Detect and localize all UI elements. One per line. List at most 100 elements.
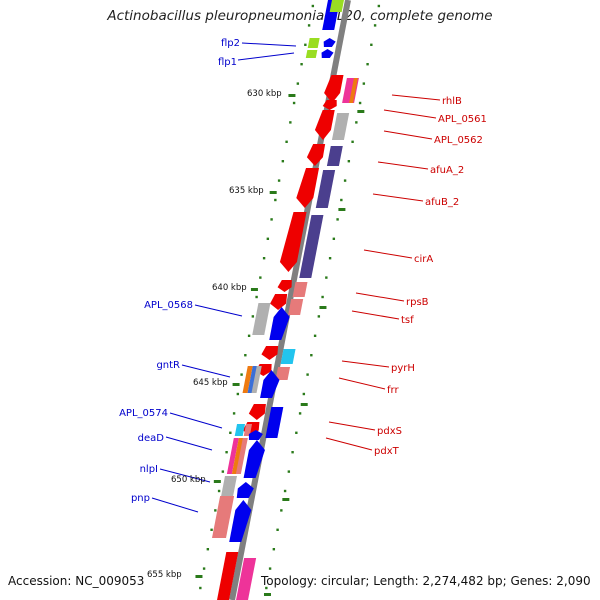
left-tick-track xyxy=(270,218,273,221)
right-tick-track xyxy=(280,509,283,512)
accession-text: Accession: NC_009053 xyxy=(8,574,145,588)
left-tick-track xyxy=(214,509,217,512)
conn-afub-2 xyxy=(372,193,424,202)
gene-afub-2-a xyxy=(296,168,320,208)
gene-label-apl-0562: APL_0562 xyxy=(434,135,483,146)
gene-cira-purple xyxy=(299,215,324,278)
right-tick-track xyxy=(291,451,294,454)
right-tick-track xyxy=(321,295,324,299)
tick-r6 xyxy=(263,593,271,596)
left-tick-track xyxy=(244,354,247,357)
left-tick-track xyxy=(206,548,210,551)
left-tick-track xyxy=(240,373,243,376)
left-tick-track xyxy=(247,334,251,337)
right-tick-track xyxy=(313,334,317,337)
right-tick-track xyxy=(317,315,321,318)
left-tick-track xyxy=(289,121,292,124)
left-tick-track xyxy=(221,470,225,473)
gene-flp2 xyxy=(307,38,320,48)
right-tick-track xyxy=(302,392,306,396)
gene-label-afub-2: afuB_2 xyxy=(425,197,459,208)
conn-pnp xyxy=(151,497,199,513)
gene-top-green xyxy=(329,0,344,12)
gene-label-cira: cirA xyxy=(414,254,433,265)
right-tick-track xyxy=(298,412,302,415)
scale-label-650: 650 kbp xyxy=(171,475,206,485)
gene-label-pdxs: pdxS xyxy=(377,426,402,437)
scale-label-645: 645 kbp xyxy=(193,378,228,388)
tick-650 xyxy=(213,480,221,483)
gene-apl-0562-grey xyxy=(331,113,350,140)
right-tick-track xyxy=(283,489,287,493)
gene-pdxs-red xyxy=(248,404,266,420)
gene-rhlb xyxy=(324,75,344,103)
gene-label-afua-2: afuA_2 xyxy=(430,165,464,176)
right-tick-track xyxy=(366,63,369,66)
gene-label-apl-0574: APL_0574 xyxy=(119,408,168,419)
gene-apl-0568 xyxy=(269,307,290,340)
tick-630 xyxy=(288,94,296,97)
left-tick-track xyxy=(255,295,258,299)
gene-rpsb xyxy=(292,282,308,297)
right-tick-track xyxy=(373,24,377,27)
gene-dead-pink xyxy=(235,438,248,474)
conn-flp2 xyxy=(241,42,297,47)
right-tick-track xyxy=(377,4,381,8)
gene-label-flp2: flp2 xyxy=(221,38,240,49)
gene-apl-0574 xyxy=(234,424,246,436)
gene-pnp xyxy=(229,500,252,542)
right-tick-track xyxy=(272,548,276,551)
genome-summary-text: Topology: circular; Length: 2,274,482 bp… xyxy=(261,574,591,588)
left-tick-track xyxy=(259,276,262,279)
right-tick-track xyxy=(358,101,362,105)
right-tick-track xyxy=(351,140,354,143)
conn-frr xyxy=(338,377,386,390)
left-tick-track xyxy=(251,315,255,318)
right-tick-track xyxy=(287,470,291,473)
gene-gntr-blue xyxy=(247,366,258,393)
right-tick-track xyxy=(347,160,351,163)
gene-label-apl-0561: APL_0561 xyxy=(438,114,487,125)
gene-frr xyxy=(275,367,291,380)
conn-apl-0574 xyxy=(169,412,223,429)
gene-label-pyrh: pyrH xyxy=(391,363,415,374)
gene-pyrh-red xyxy=(261,346,279,360)
gene-dead-orange xyxy=(231,438,244,474)
right-tick-track xyxy=(295,431,298,434)
gene-apl-0562 xyxy=(314,110,335,140)
left-tick-track xyxy=(217,489,221,493)
right-tick-track xyxy=(328,257,332,260)
gene-rpsb-red xyxy=(277,280,292,292)
gene-afua-2 xyxy=(326,146,343,166)
conn-pdxt xyxy=(325,437,373,451)
scale-label-630: 630 kbp xyxy=(247,89,282,99)
left-tick-track xyxy=(277,179,281,182)
gene-nlpi-grey xyxy=(220,476,237,498)
right-tick-track xyxy=(265,586,268,590)
conn-afua-2 xyxy=(377,161,429,170)
scale-label-635: 635 kbp xyxy=(229,186,264,196)
conn-pyrh xyxy=(341,360,390,368)
map-title: Actinobacillus pleuropneumoniae L20, com… xyxy=(107,8,493,24)
gene-gntr-grey xyxy=(251,366,262,393)
gene-label-rhlb: rhlB xyxy=(442,96,462,107)
conn-apl-0562 xyxy=(383,130,433,140)
gene-label-flp1: flp1 xyxy=(218,57,237,68)
gene-dead-magenta xyxy=(226,438,239,474)
gene-dead xyxy=(243,440,265,478)
gene-features xyxy=(212,0,359,600)
right-tick-track xyxy=(355,121,358,124)
gene-label-dead: deaD xyxy=(138,433,165,444)
left-tick-track xyxy=(304,43,307,46)
scale-label-640: 640 kbp xyxy=(212,283,247,293)
tick-645 xyxy=(232,383,240,386)
left-tick-track xyxy=(210,528,213,531)
left-tick-track xyxy=(262,257,266,260)
right-tick-track xyxy=(332,237,336,240)
conn-apl-0568 xyxy=(194,304,243,317)
left-tick-track xyxy=(202,567,206,570)
left-tick-track xyxy=(266,237,270,240)
conn-rhlb xyxy=(391,94,441,101)
left-tick-track xyxy=(236,392,240,396)
